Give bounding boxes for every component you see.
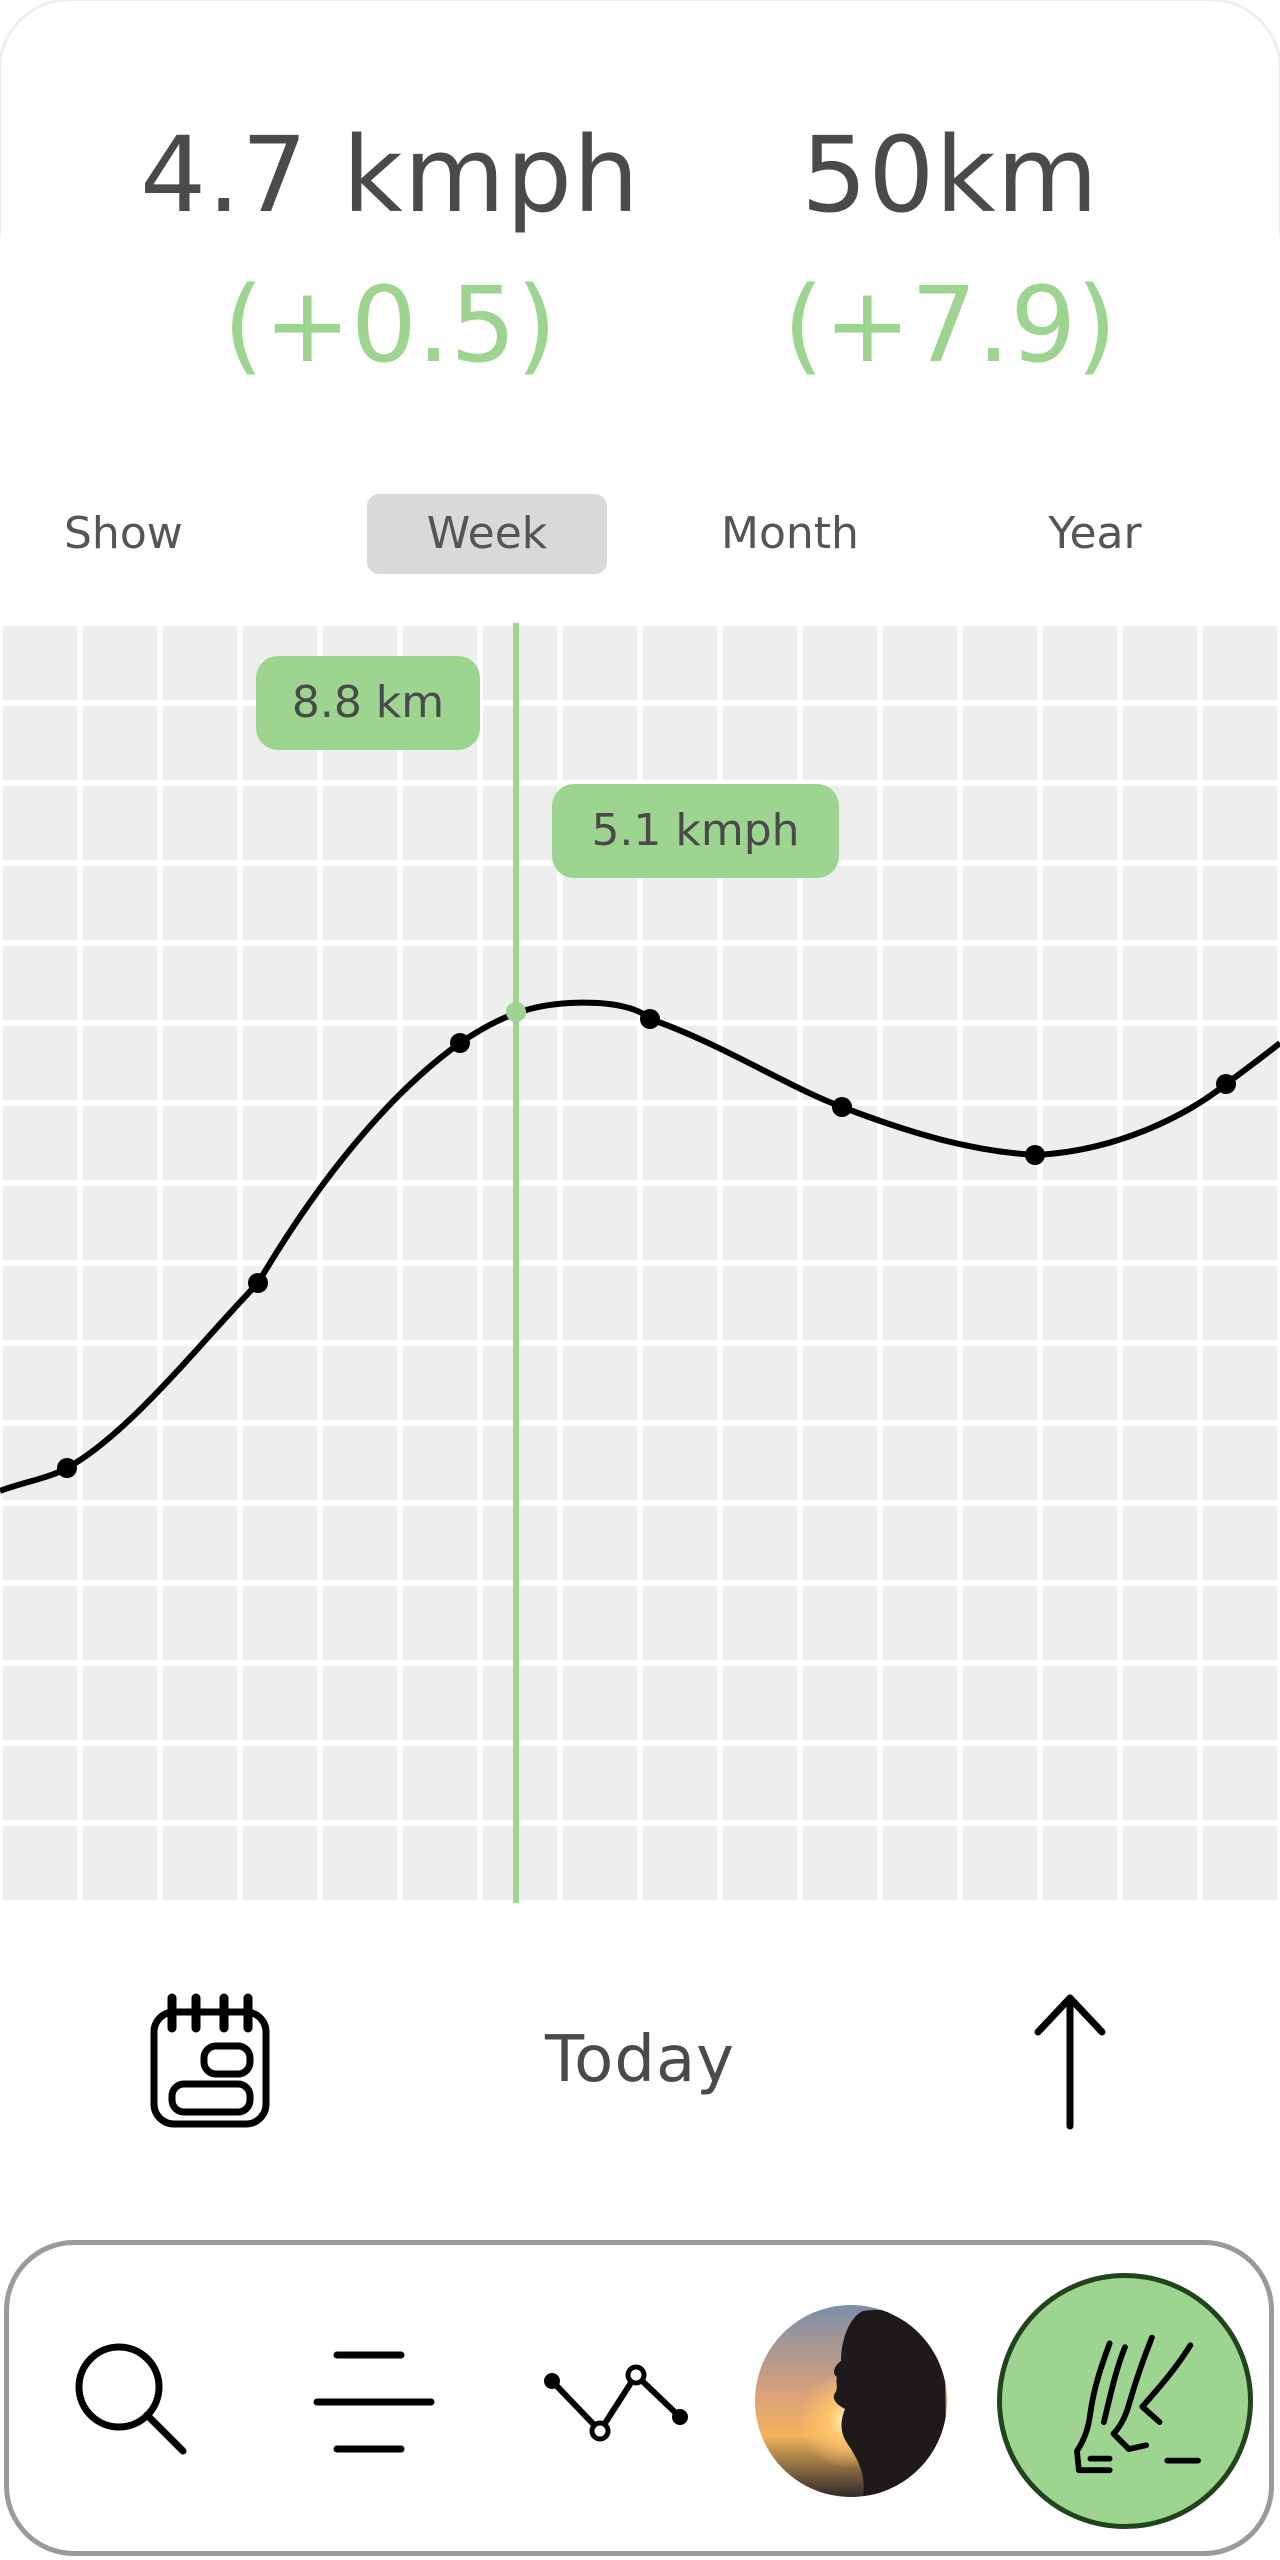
menu-icon[interactable]	[309, 2347, 439, 2457]
chart-point[interactable]	[1216, 1074, 1236, 1094]
chart-point[interactable]	[248, 1273, 268, 1293]
profile-photo	[755, 2305, 947, 2497]
arrow-up-icon[interactable]	[1030, 1990, 1110, 2132]
speed-value: 4.7 kmph	[140, 114, 640, 236]
tab-year[interactable]: Year	[1048, 508, 1142, 559]
today-label[interactable]: Today	[544, 2023, 736, 2097]
date-controls: Today	[0, 1990, 1280, 2140]
range-tabs: Show Week Month Year	[0, 494, 1280, 574]
search-icon[interactable]	[69, 2337, 193, 2461]
chart-point[interactable]	[1025, 1145, 1045, 1165]
trend-icon[interactable]	[544, 2363, 689, 2443]
chart-point[interactable]	[832, 1097, 852, 1117]
walking-activity-icon[interactable]	[997, 2273, 1253, 2529]
speed-tooltip: 5.1 kmph	[552, 784, 839, 878]
tab-month[interactable]: Month	[721, 508, 859, 559]
bottom-navigation	[4, 2240, 1274, 2556]
speed-delta: (+0.5)	[223, 264, 557, 386]
distance-value: 50km	[801, 114, 1099, 236]
distance-tooltip: 8.8 km	[256, 656, 480, 750]
stats-summary: 4.7 kmph (+0.5) 50km (+7.9)	[0, 100, 1280, 400]
distance-stat: 50km (+7.9)	[670, 100, 1230, 400]
activity-trend-line	[0, 999, 1280, 1494]
chart-point[interactable]	[450, 1033, 470, 1053]
tab-week[interactable]: Week	[367, 494, 607, 574]
tab-show[interactable]: Show	[64, 508, 183, 559]
chart-point[interactable]	[57, 1458, 77, 1478]
speed-stat: 4.7 kmph (+0.5)	[110, 100, 670, 400]
selected-chart-point[interactable]	[506, 1002, 526, 1022]
calendar-icon[interactable]	[148, 1990, 272, 2130]
profile-avatar[interactable]	[755, 2305, 947, 2497]
distance-delta: (+7.9)	[783, 264, 1117, 386]
activity-chart[interactable]: 8.8 km 5.1 kmph	[0, 623, 1280, 1903]
chart-point[interactable]	[640, 1009, 660, 1029]
